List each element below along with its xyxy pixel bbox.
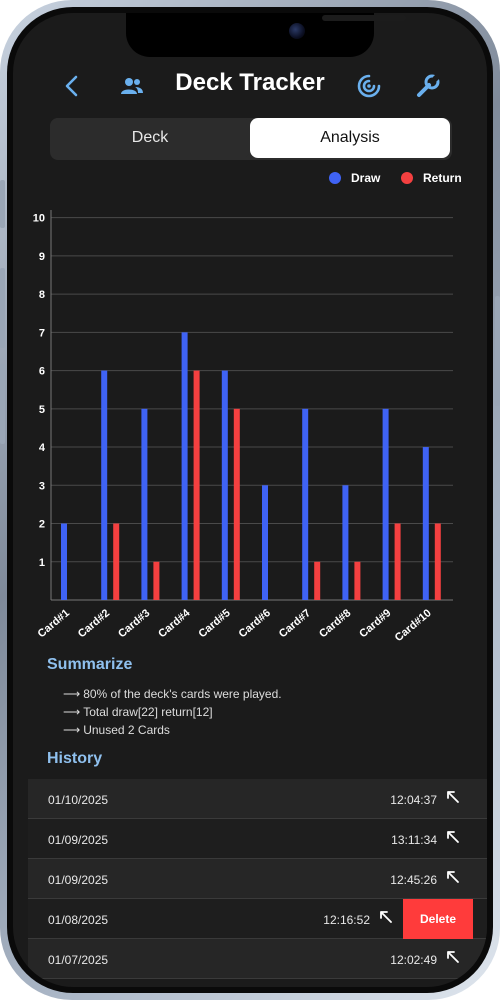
bar-return <box>314 561 321 600</box>
history-row[interactable]: 01/09/2025 12:45:26 <box>28 859 487 899</box>
legend-draw-swatch <box>329 172 341 184</box>
legend-return-label: Return <box>423 171 462 185</box>
bar-return <box>434 523 441 600</box>
bar-return <box>233 408 240 600</box>
y-tick-label: 5 <box>39 404 45 416</box>
bar-draw <box>61 523 67 600</box>
y-tick-label: 6 <box>39 366 45 378</box>
x-tick-label: Card#2 <box>76 607 112 640</box>
summary-title: Summarize <box>47 656 133 673</box>
tab-analysis[interactable]: Analysis <box>250 118 450 158</box>
x-tick-label: Card#3 <box>116 607 152 640</box>
history-date: 01/07/2025 <box>48 953 109 967</box>
summary-line: ⟶ Unused 2 Cards <box>63 723 170 737</box>
bar-return <box>354 561 361 600</box>
history-time: 12:04:37 <box>390 793 437 807</box>
bar-draw <box>302 408 309 600</box>
y-tick-label: 9 <box>39 251 45 263</box>
history-time: 12:16:52 <box>323 913 370 927</box>
bar-return <box>153 561 160 600</box>
wrench-icon[interactable] <box>413 71 443 101</box>
y-tick-label: 10 <box>33 213 45 225</box>
open-arrow-icon[interactable] <box>379 910 395 926</box>
notch <box>126 13 406 57</box>
y-tick-label: 8 <box>39 289 45 301</box>
history-date: 01/09/2025 <box>48 873 109 887</box>
x-tick-label: Card#9 <box>357 607 393 640</box>
x-tick-label: Card#7 <box>277 607 313 640</box>
back-chevron-icon[interactable] <box>57 71 87 101</box>
bar-draw <box>422 447 429 600</box>
y-tick-label: 2 <box>39 519 45 531</box>
side-button-right <box>495 296 500 406</box>
history-row[interactable]: 01/08/2025 12:16:52 Delete <box>28 899 487 939</box>
history-title: History <box>47 750 103 767</box>
bar-draw <box>382 408 389 600</box>
open-arrow-icon[interactable] <box>446 950 462 966</box>
summary-text: Total draw[22] return[12] <box>83 705 213 719</box>
history-time: 12:45:26 <box>390 873 437 887</box>
open-arrow-icon[interactable] <box>446 830 462 846</box>
arrow-right-icon: ⟶ <box>63 705 81 719</box>
history-row[interactable]: 01/07/2025 12:02:49 <box>28 939 487 979</box>
bar-return <box>113 523 120 600</box>
bar-draw <box>101 370 108 600</box>
history-date: 01/08/2025 <box>48 913 109 927</box>
history-time: 12:02:49 <box>390 953 437 967</box>
open-arrow-icon[interactable] <box>446 870 462 886</box>
arrow-right-icon: ⟶ <box>63 687 81 701</box>
bar-draw <box>181 332 188 600</box>
screen: Deck Tracker Deck Analysis Draw Return 1… <box>13 13 487 987</box>
x-tick-label: Card#10 <box>393 607 434 644</box>
bar-draw <box>221 370 228 600</box>
x-tick-label: Card#4 <box>156 607 193 641</box>
app-header: Deck Tracker <box>13 63 487 109</box>
x-tick-label: Card#6 <box>237 607 273 640</box>
y-tick-label: 4 <box>39 442 46 454</box>
tab-deck[interactable]: Deck <box>50 118 250 158</box>
bar-return <box>394 523 401 600</box>
camera <box>289 23 305 39</box>
delete-button[interactable]: Delete <box>403 899 473 939</box>
history-row[interactable]: 01/10/2025 12:04:37 <box>28 779 487 819</box>
target-icon[interactable] <box>354 71 384 101</box>
y-tick-label: 1 <box>39 557 45 569</box>
page-title: Deck Tracker <box>175 69 325 96</box>
arrow-right-icon: ⟶ <box>63 723 81 737</box>
x-tick-label: Card#8 <box>317 607 353 640</box>
open-arrow-icon[interactable] <box>446 790 462 806</box>
x-tick-label: Card#1 <box>36 607 72 640</box>
history-date: 01/09/2025 <box>48 833 109 847</box>
bar-draw <box>262 485 268 600</box>
history-row[interactable]: 01/09/2025 13:11:34 <box>28 819 487 859</box>
bar-return <box>193 370 200 600</box>
x-tick-label: Card#5 <box>196 607 232 640</box>
legend-draw-label: Draw <box>351 171 381 185</box>
summary-line: ⟶ Total draw[22] return[12] <box>63 705 213 719</box>
y-tick-label: 3 <box>39 480 45 492</box>
bar-draw <box>342 485 349 600</box>
speaker <box>322 15 406 21</box>
side-button-left <box>0 364 5 444</box>
history-date: 01/10/2025 <box>48 793 109 807</box>
tab-switcher: Deck Analysis <box>50 118 452 160</box>
summary-text: 80% of the deck's cards were played. <box>83 687 282 701</box>
users-icon[interactable] <box>117 71 147 101</box>
side-button-left <box>0 180 5 228</box>
legend-return-swatch <box>401 172 413 184</box>
bar-draw <box>141 408 148 600</box>
side-button-left <box>0 268 5 348</box>
history-time: 13:11:34 <box>391 833 437 847</box>
summary-text: Unused 2 Cards <box>83 723 170 737</box>
summary-line: ⟶ 80% of the deck's cards were played. <box>63 687 282 701</box>
y-tick-label: 7 <box>39 327 45 339</box>
